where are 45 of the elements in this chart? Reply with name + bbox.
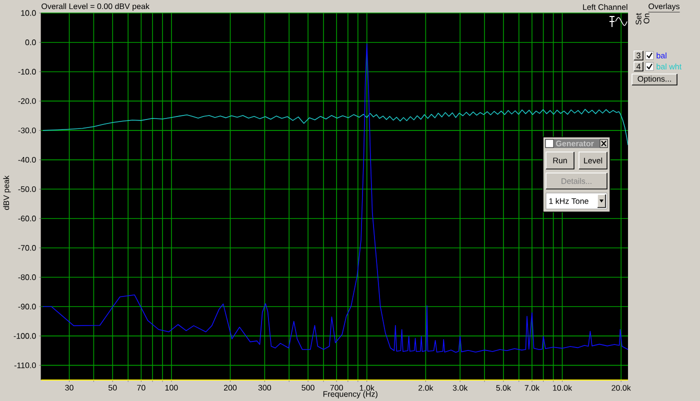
y-tick-label: -70.0 [18, 245, 36, 251]
y-tick-label: -50.0 [18, 186, 36, 192]
text: On [644, 14, 650, 24]
x-axis-title: Frequency (Hz) [323, 390, 378, 398]
chart-subtitle: Left Channel [583, 4, 628, 10]
y-tick-label: -40.0 [18, 156, 36, 163]
annotation: Run [553, 158, 567, 164]
y-tick-label: -100.0 [14, 333, 36, 339]
y-tick-label: -20.0 [18, 98, 36, 104]
annotation: Generator [556, 140, 594, 146]
x-tick-label: 5.0k [496, 384, 512, 391]
annotation: Details... [562, 178, 592, 184]
chart-title: Overall Level = 0.00 dBV peak [42, 3, 150, 11]
y-axis-title: dBV peak [3, 175, 11, 210]
annotation: Level [584, 158, 602, 164]
x-tick-label: 3.0k [452, 384, 468, 391]
y-tick-label: -30.0 [18, 128, 36, 134]
x-tick-label: 200 [224, 384, 237, 391]
y-tick-label: -90.0 [18, 304, 36, 310]
x-tick-label: 300 [258, 384, 272, 391]
text: 3 [636, 52, 640, 58]
x-tick-label: 2.0k [418, 384, 434, 391]
y-tick-label: -80.0 [18, 274, 36, 280]
text: 4 [636, 64, 641, 70]
x-tick-label: 30 [65, 384, 74, 391]
x-tick-label: 1.0k [360, 384, 374, 391]
x-tick-label: 7.0k [524, 384, 540, 391]
x-tick-label: 500 [302, 384, 314, 391]
x-tick-label: 70 [137, 384, 146, 391]
y-tick-label: 0.0 [25, 40, 36, 46]
annotation: 1 kHz Tone [549, 198, 588, 204]
x-tick-label: 20.0k [612, 384, 631, 391]
x-tick-label: 10.0k [553, 384, 572, 391]
x-tick-label: 100 [165, 384, 178, 391]
text: Options... [638, 76, 671, 84]
legend-title: Overlays [648, 3, 680, 11]
y-tick-label: -60.0 [18, 216, 36, 222]
x-tick-label: 50 [108, 384, 117, 391]
y-tick-label: -110.0 [14, 362, 36, 368]
y-tick-label: -10.0 [18, 68, 36, 75]
text: bal [656, 52, 666, 58]
text: bal wht [656, 64, 682, 70]
text: Set [636, 13, 642, 25]
x-tick-label: 700 [330, 384, 343, 391]
y-tick-label: 10.0 [21, 10, 36, 16]
